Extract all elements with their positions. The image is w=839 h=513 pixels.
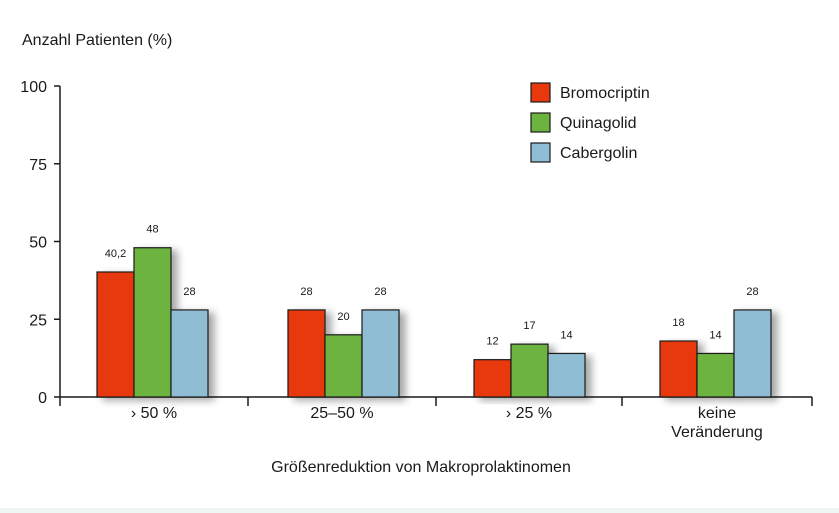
x-tick-label: › 50 % <box>131 405 177 422</box>
data-label: 20 <box>337 311 349 323</box>
data-label: 18 <box>672 317 684 329</box>
legend-label: Quinagolid <box>560 115 637 132</box>
y-tick-label: 25 <box>29 312 47 329</box>
y-tick-label: 75 <box>29 157 47 174</box>
x-tick-label: › 25 % <box>506 405 552 422</box>
bar-cabergolin <box>361 309 400 398</box>
x-axis-label: Größenreduktion von Makroprolaktinomen <box>271 459 571 476</box>
data-label: 14 <box>560 329 572 341</box>
bar-bromocriptin <box>473 359 512 398</box>
bar-cabergolin <box>733 309 772 398</box>
data-labels: 40,2 48 28 28 20 28 12 17 14 18 14 28 <box>105 224 759 348</box>
data-label: 28 <box>374 286 386 298</box>
legend-label: Bromocriptin <box>560 85 650 102</box>
bar-quinagolid <box>510 343 549 398</box>
legend-swatch-cabergolin <box>530 142 551 163</box>
y-tick-label: 50 <box>29 235 47 252</box>
data-label: 28 <box>183 286 195 298</box>
data-label: 40,2 <box>105 248 126 260</box>
bar-cabergolin <box>170 309 209 398</box>
bar-bromocriptin <box>96 271 135 398</box>
bars <box>96 247 772 398</box>
y-tick-label: 0 <box>38 390 47 407</box>
legend: Bromocriptin Quinagolid Cabergolin <box>530 82 650 163</box>
x-tick-label: 25–50 % <box>310 405 373 422</box>
legend-swatch-bromocriptin <box>530 82 551 103</box>
data-label: 17 <box>523 320 535 332</box>
legend-swatch-quinagolid <box>530 112 551 133</box>
data-label: 14 <box>709 329 721 341</box>
bar-bromocriptin <box>287 309 326 398</box>
data-label: 28 <box>746 286 758 298</box>
bar-quinagolid <box>696 352 735 398</box>
bar-cabergolin <box>547 352 586 398</box>
y-tick-label: 100 <box>20 79 47 96</box>
data-label: 28 <box>300 286 312 298</box>
bar-quinagolid <box>133 247 172 398</box>
bar-bromocriptin <box>659 340 698 398</box>
legend-label: Cabergolin <box>560 145 637 162</box>
data-label: 12 <box>486 336 498 348</box>
bar-quinagolid <box>324 334 363 398</box>
axes: 0 25 50 75 100 › 50 % 25–50 % › 25 % keine Veränd… <box>20 79 813 441</box>
y-axis-label: Anzahl Patienten (%) <box>22 32 172 49</box>
bottom-band <box>0 508 839 513</box>
x-tick-label: keine Veränderung <box>671 405 763 441</box>
data-label: 48 <box>146 224 158 236</box>
